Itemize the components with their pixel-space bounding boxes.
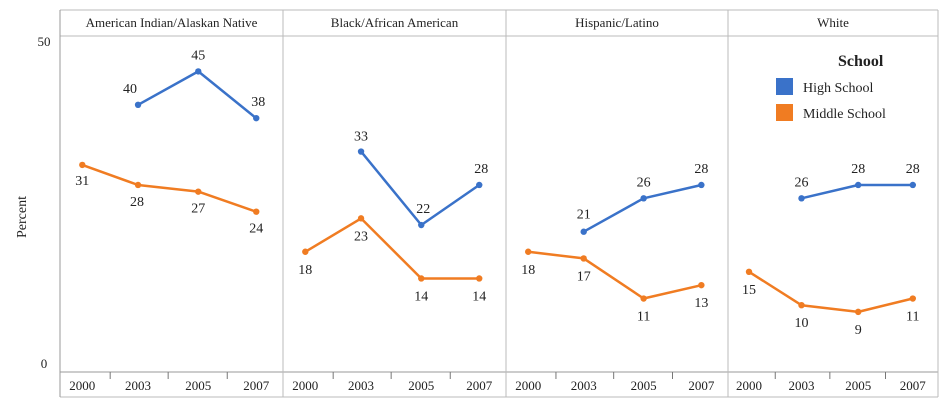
middle-school-point [302,248,309,255]
middle-school-point [418,275,425,282]
data-label: 18 [521,263,535,278]
data-label: 26 [795,175,809,190]
y-tick-label-max: 50 [38,34,51,49]
high-school-line [137,70,257,120]
panel: White 2000 2003 2005 2007 26 28 28 15 10 9 11 [736,15,926,393]
x-tick-label: 2003 [125,378,151,393]
data-label: 9 [855,323,862,338]
panels-layer: American Indian/Alaskan Native 2000 2003 20… [59,9,939,398]
high-school-point [855,181,862,189]
panel-title: Hispanic/Latino [575,15,659,30]
middle-school-point [798,302,805,309]
legend-label-high-school: High School [803,81,874,96]
legend-swatch-middle-school [776,104,793,121]
data-label: 14 [414,289,428,304]
panel-title: Black/African American [331,15,459,30]
middle-school-point [855,308,862,316]
chart-legend: School High School Middle School [776,53,886,122]
data-label: 17 [577,269,591,284]
x-tick-label: 2003 [571,378,597,393]
data-label: 40 [123,82,137,97]
y-axis-label: Percent [15,196,30,238]
data-label: 27 [191,202,205,217]
high-school-point [195,68,202,75]
x-tick-label: 2005 [631,378,657,393]
middle-school-point [525,248,532,255]
legend-label-middle-school: Middle School [803,107,886,122]
high-school-point [640,195,647,202]
data-label: 31 [75,174,89,189]
x-tick-label: 2000 [736,378,762,393]
middle-school-point [253,208,260,215]
data-label: 28 [906,162,920,177]
middle-school-line [528,250,702,300]
middle-school-line [748,270,914,314]
data-label: 18 [298,263,312,278]
high-school-point [698,181,705,189]
data-label: 45 [191,48,205,63]
middle-school-line [304,217,480,280]
high-school-point [253,114,260,122]
data-label: 23 [354,229,368,244]
data-label: 22 [416,202,430,217]
high-school-point [476,181,483,189]
data-label: 14 [472,289,486,304]
high-school-line [583,183,702,233]
legend-title: School [838,53,884,70]
data-label: 33 [354,130,368,145]
middle-school-point [640,295,647,302]
middle-school-point [195,188,202,195]
data-label: 28 [851,162,865,177]
middle-school-point [698,281,705,289]
data-label: 11 [906,310,919,325]
x-tick-label: 2007 [900,378,927,393]
high-school-point [418,221,425,229]
legend-swatch-high-school [776,78,793,95]
x-tick-label: 2000 [515,378,541,393]
high-school-point [580,228,587,235]
high-school-point [909,181,916,189]
x-tick-label: 2000 [69,378,95,393]
x-tick-label: 2005 [185,378,211,393]
data-label: 24 [249,222,263,237]
x-tick-label: 2005 [845,378,871,393]
y-tick-label-min: 0 [41,356,48,371]
high-school-point [357,148,365,155]
x-tick-label: 2003 [348,378,374,393]
data-label: 28 [130,195,144,210]
middle-school-point [134,181,142,189]
panel: American Indian/Alaskan Native 2000 2003 20… [69,15,269,393]
x-tick-label: 2007 [466,378,493,393]
panel-title: White [817,15,849,30]
high-school-point [134,101,142,109]
panel-title: American Indian/Alaskan Native [86,15,258,30]
panel: Black/African American 2000 2003 2005 2007 33… [292,15,492,393]
data-label: 26 [637,175,651,190]
middle-school-point [476,275,483,282]
x-tick-label: 2000 [292,378,318,393]
middle-school-point [909,295,916,302]
panel: Hispanic/Latino 2000 2003 2005 2007 21 26 28 18 1… [515,15,715,393]
data-label: 13 [694,296,708,311]
x-tick-label: 2007 [243,378,270,393]
data-label: 15 [742,283,756,298]
data-label: 28 [694,162,708,177]
middle-school-line [81,163,257,213]
data-label: 10 [795,316,809,331]
middle-school-point [79,161,86,169]
middle-school-point [580,255,587,262]
data-label: 28 [474,162,488,177]
x-tick-label: 2007 [688,378,715,393]
data-label: 21 [577,208,591,223]
data-label: 38 [251,95,265,110]
x-tick-label: 2005 [408,378,434,393]
middle-school-point [745,268,753,275]
middle-school-point [357,215,365,222]
high-school-point [798,195,805,202]
x-tick-label: 2003 [789,378,815,393]
data-label: 11 [637,310,650,325]
